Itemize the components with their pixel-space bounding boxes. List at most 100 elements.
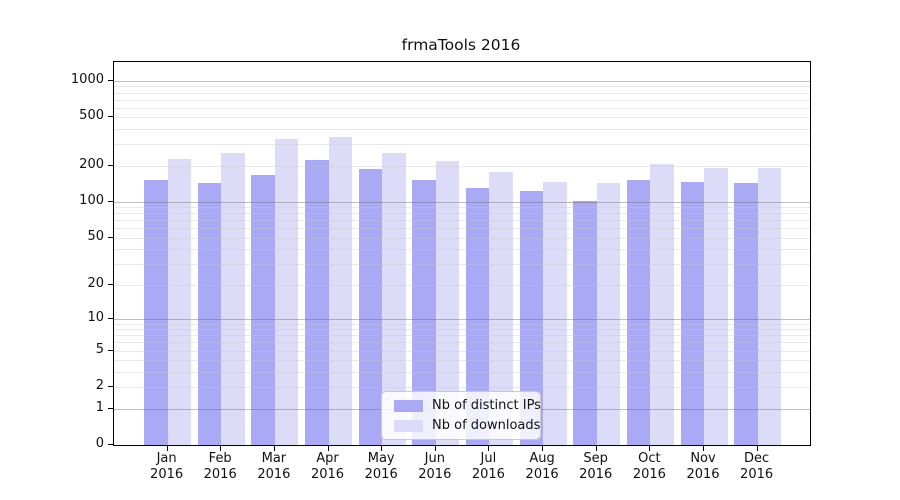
y-tick-label: 50 <box>87 228 104 244</box>
x-tick-label-jul: Jul 2016 <box>471 451 505 482</box>
y-tick-mark <box>108 200 113 202</box>
gridline-4 <box>114 360 810 362</box>
x-tick-mark <box>220 445 222 451</box>
x-tick-label-dec: Dec 2016 <box>740 451 774 482</box>
gridline-80 <box>114 213 810 215</box>
gridline-800 <box>114 92 810 94</box>
gridline-200 <box>114 165 810 167</box>
bar-ips-mar <box>251 174 275 445</box>
x-tick-label-may: May 2016 <box>364 451 398 482</box>
bar-downloads-oct <box>650 164 674 445</box>
chart-title: frmaTools 2016 <box>401 36 521 54</box>
gridline-9 <box>114 323 810 325</box>
bar-downloads-mar <box>274 139 299 445</box>
gridline-20 <box>114 284 810 286</box>
y-tick-label: 1000 <box>70 71 104 87</box>
y-tick-mark <box>108 386 113 388</box>
y-tick-mark <box>108 116 113 118</box>
y-tick-label: 1 <box>95 399 104 415</box>
x-tick-label-jun: Jun 2016 <box>418 451 452 482</box>
gridline-60 <box>114 228 810 230</box>
x-tick-label-apr: Apr 2016 <box>310 451 345 482</box>
legend-label: Nb of distinct IPs <box>432 398 541 413</box>
x-tick-mark <box>381 445 383 451</box>
bar-ips-dec <box>734 183 758 445</box>
gridline-900 <box>114 86 810 88</box>
bar-downloads-apr <box>328 136 353 445</box>
x-tick-mark <box>434 445 436 451</box>
y-tick-label: 5 <box>95 341 104 357</box>
gridline-70 <box>114 220 810 222</box>
bar-ips-may <box>358 169 383 445</box>
x-tick-mark <box>542 445 544 451</box>
x-tick-mark <box>756 445 758 451</box>
gridline-1000 <box>114 80 810 82</box>
plot-area: Nb of distinct IPs Nb of downloads <box>113 61 811 446</box>
y-tick-label: 20 <box>87 275 104 291</box>
gridline-8 <box>114 329 810 331</box>
y-tick-label: 0 <box>95 436 104 451</box>
gridline-100 <box>114 201 810 203</box>
x-tick-label-jan: Jan 2016 <box>150 451 184 482</box>
bar-ips-jan <box>144 180 168 445</box>
bar-ips-sep <box>573 201 597 445</box>
gridline-5 <box>114 350 810 352</box>
x-tick-label-feb: Feb 2016 <box>203 451 237 482</box>
bar-downloads-aug <box>543 182 567 445</box>
x-tick-label-nov: Nov 2016 <box>686 451 720 482</box>
x-tick-label-aug: Aug 2016 <box>525 451 559 482</box>
gridline-3 <box>114 371 810 373</box>
y-tick-label: 200 <box>79 156 104 172</box>
y-tick-mark <box>108 283 113 285</box>
y-tick-label: 2 <box>95 378 104 394</box>
bar-ips-oct <box>626 179 651 445</box>
gridline-300 <box>114 144 810 146</box>
legend-item-distinct-ips: Nb of distinct IPs <box>382 398 541 414</box>
y-tick-label: 100 <box>79 192 104 208</box>
x-tick-mark <box>327 445 329 451</box>
y-tick-mark <box>108 79 113 81</box>
bar-downloads-may <box>382 153 406 445</box>
gridline-400 <box>114 129 810 131</box>
bar-ips-nov <box>680 182 704 445</box>
legend-item-downloads: Nb of downloads <box>382 418 540 434</box>
bar-ips-jul <box>465 188 490 445</box>
y-tick-mark <box>108 164 113 166</box>
gridline-10 <box>114 318 810 320</box>
x-tick-mark <box>703 445 704 451</box>
bar-ips-feb <box>197 183 222 445</box>
legend-swatch-downloads <box>394 419 423 432</box>
gridline-7 <box>114 335 810 337</box>
bar-downloads-feb <box>221 152 245 445</box>
y-tick-mark <box>108 407 113 409</box>
gridline-6 <box>114 342 810 344</box>
y-tick-label: 500 <box>79 108 104 124</box>
x-tick-label-mar: Mar 2016 <box>257 451 291 482</box>
y-tick-mark <box>108 349 113 351</box>
gridline-2 <box>114 387 810 389</box>
bar-downloads-jul <box>489 172 513 445</box>
y-tick-mark <box>108 444 113 445</box>
bar-downloads-nov <box>704 168 728 445</box>
x-tick-mark <box>649 445 651 451</box>
x-tick-mark <box>595 445 597 451</box>
gridline-500 <box>114 117 810 119</box>
gridline-600 <box>114 107 810 109</box>
bar-downloads-jan <box>167 158 192 445</box>
x-tick-label-oct: Oct 2016 <box>632 451 666 482</box>
y-tick-mark <box>108 317 113 319</box>
x-tick-mark <box>166 445 168 451</box>
x-tick-label-sep: Sep 2016 <box>579 451 613 482</box>
x-tick-mark <box>273 445 275 451</box>
bar-downloads-dec <box>757 167 782 445</box>
legend: Nb of distinct IPs Nb of downloads <box>381 391 541 440</box>
bar-downloads-jun <box>435 160 460 445</box>
bar-downloads-sep <box>596 183 621 445</box>
x-tick-mark <box>488 445 490 451</box>
bar-ips-aug <box>519 190 544 445</box>
y-tick-mark <box>108 236 113 238</box>
gridline-40 <box>114 249 810 251</box>
legend-swatch-distinct-ips <box>394 399 423 412</box>
gridline-700 <box>114 99 810 101</box>
